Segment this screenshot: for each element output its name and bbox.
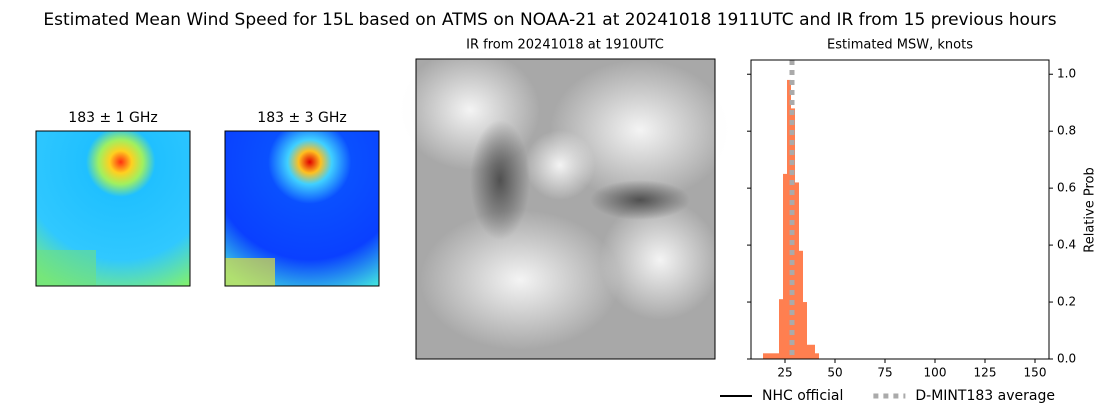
- y-tick-label: 0.2: [1057, 295, 1076, 309]
- x-tick-label: 25: [777, 366, 792, 380]
- x-tick-label: 75: [877, 366, 892, 380]
- chart-title: Estimated MSW, knots: [827, 38, 973, 53]
- image-texture: [590, 180, 690, 220]
- image-texture: [420, 210, 620, 350]
- image-frame: [415, 58, 716, 360]
- histogram-bar: [799, 250, 803, 359]
- axes-frame: [750, 59, 1050, 360]
- image-frame: [224, 130, 380, 287]
- y-tick-label: 1.0: [1057, 67, 1076, 81]
- panel-title: 183 ± 1 GHz: [68, 110, 157, 126]
- legend-label: D-MINT183 average: [915, 388, 1055, 404]
- histogram-bar: [775, 353, 779, 359]
- histogram-bar: [807, 344, 811, 359]
- x-tick-label: 100: [924, 366, 947, 380]
- y-axis-label: Relative Prob: [1083, 167, 1098, 252]
- histogram-bar: [783, 173, 787, 359]
- image-texture: [470, 120, 530, 240]
- panel-title: 183 ± 3 GHz: [257, 110, 346, 126]
- image-texture: [550, 60, 730, 200]
- histogram-bar: [771, 353, 775, 359]
- image-texture: [36, 250, 96, 286]
- histogram-bar: [779, 299, 783, 359]
- histogram-bar: [763, 353, 767, 359]
- y-tick-label: 0.6: [1057, 181, 1076, 195]
- histogram-bar: [811, 344, 815, 359]
- image-texture: [600, 200, 720, 320]
- image-frame: [35, 130, 191, 287]
- image-texture: [225, 258, 275, 286]
- histogram-bar: [767, 353, 771, 359]
- y-tick-label: 0.4: [1057, 238, 1076, 252]
- x-tick-label: 150: [1024, 366, 1047, 380]
- x-tick-label: 50: [827, 366, 842, 380]
- figure-title: Estimated Mean Wind Speed for 15L based …: [43, 10, 1056, 30]
- y-tick-label: 0.0: [1057, 352, 1076, 366]
- panel-title: IR from 20241018 at 1910UTC: [466, 38, 664, 53]
- histogram-bar: [787, 79, 791, 359]
- histogram-bar: [803, 302, 807, 359]
- y-tick-label: 0.8: [1057, 124, 1076, 138]
- histogram-bar: [795, 182, 799, 359]
- histogram-bar: [815, 353, 819, 359]
- legend-label: NHC official: [762, 388, 843, 404]
- x-tick-label: 125: [974, 366, 997, 380]
